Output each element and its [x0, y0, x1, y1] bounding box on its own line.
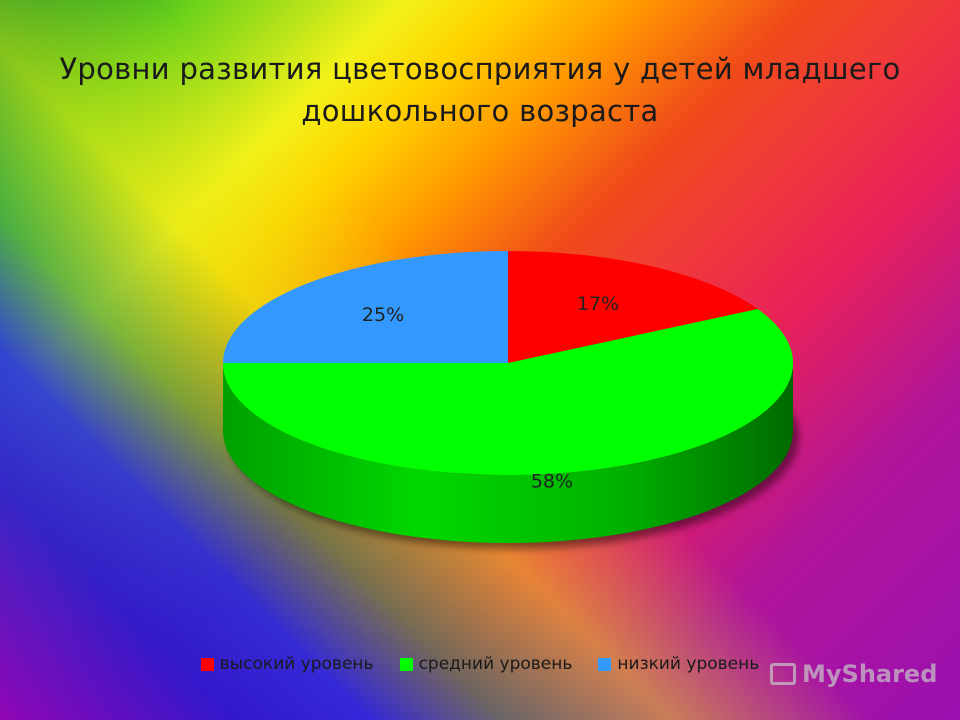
legend-label-high: высокий уровень: [219, 654, 374, 674]
pie-slice-1: [223, 309, 793, 475]
slice-label-2: 25%: [362, 304, 404, 326]
legend-label-low: низкий уровень: [617, 654, 760, 674]
chart-legend: высокий уровень средний уровень низкий у…: [0, 654, 960, 674]
legend-swatch-medium: [399, 657, 413, 671]
slice-label-1: 58%: [531, 470, 573, 492]
legend-item-low: низкий уровень: [598, 654, 759, 674]
presentation-icon: [770, 663, 796, 685]
watermark-text: MyShared: [802, 660, 938, 688]
chart-title: Уровни развития цветовосприятия у детей …: [59, 52, 901, 128]
watermark: MyShared: [770, 656, 950, 692]
pie-slice-0: [508, 251, 758, 363]
legend-swatch-low: [598, 657, 612, 671]
legend-item-medium: средний уровень: [399, 654, 573, 674]
legend-swatch-high: [200, 657, 214, 671]
legend-item-high: высокий уровень: [200, 654, 374, 674]
legend-label-medium: средний уровень: [418, 654, 573, 674]
pie-side-1: [223, 363, 793, 543]
pie-slice-2: [223, 251, 508, 363]
slice-label-0: 17%: [577, 293, 619, 315]
